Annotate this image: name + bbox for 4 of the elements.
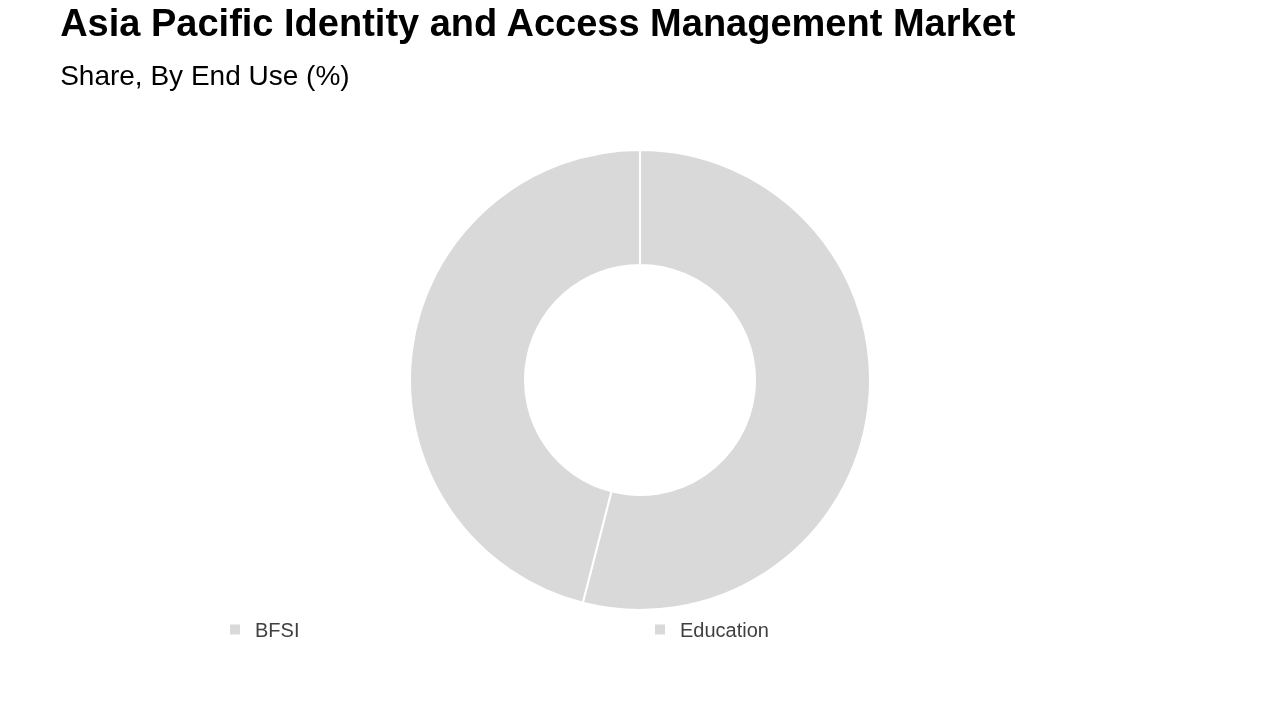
legend-label: BFSI bbox=[255, 619, 300, 642]
chart-title: Asia Pacific Identity and Access Management Market bbox=[60, 2, 1016, 44]
chart-subtitle: Share, By End Use (%) bbox=[60, 60, 350, 92]
legend-label: Education bbox=[680, 619, 769, 642]
